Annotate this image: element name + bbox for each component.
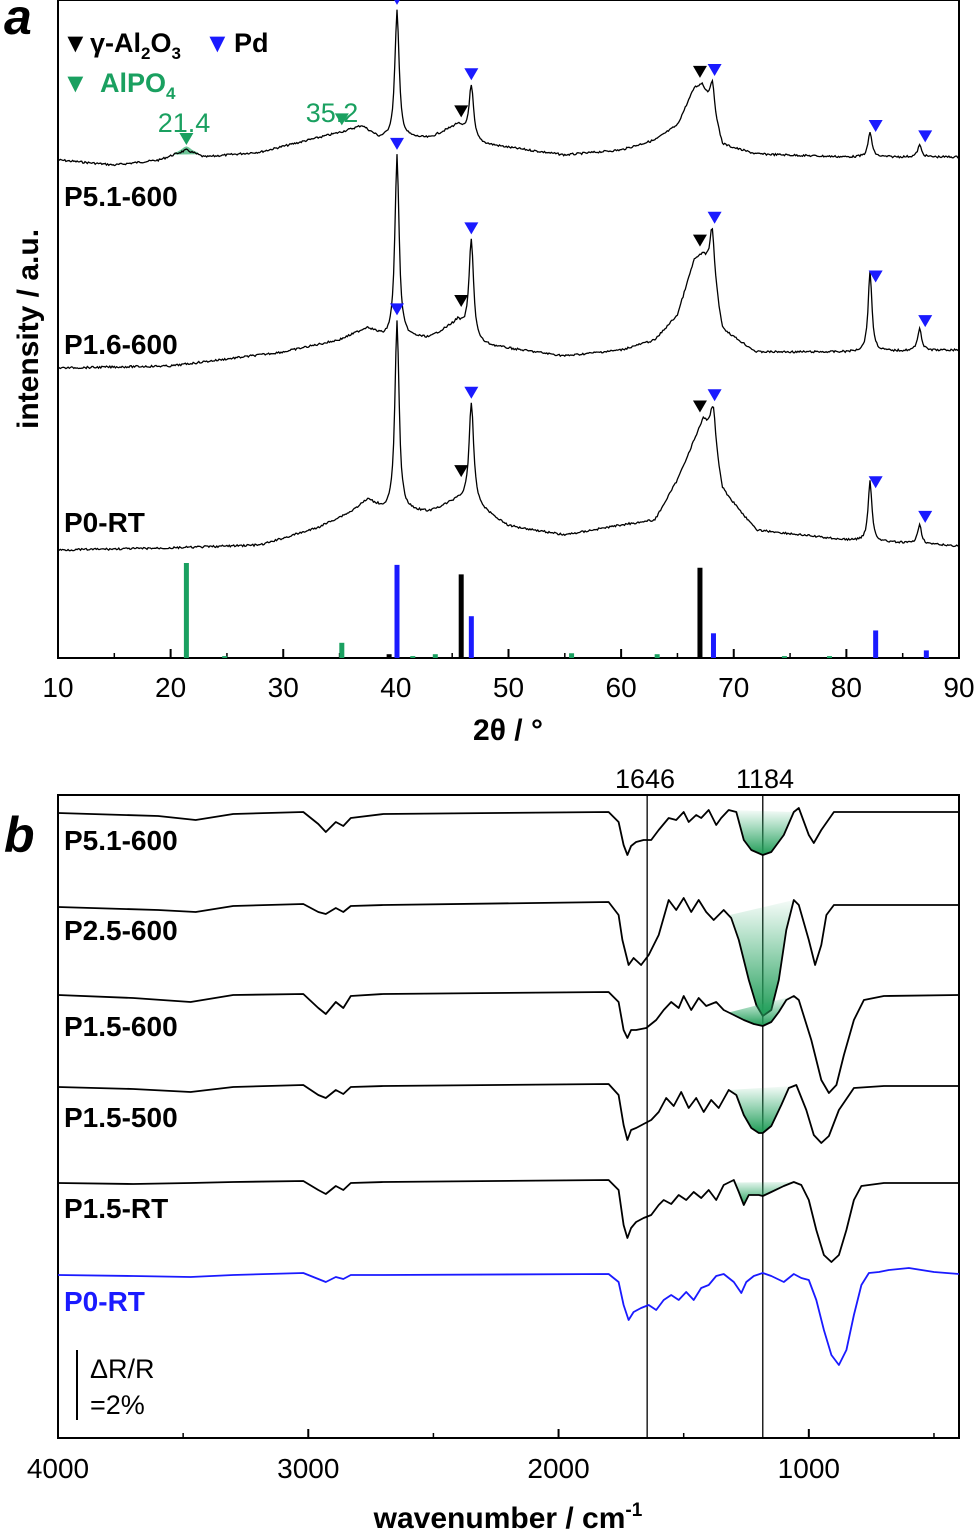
ir-spectrum-0: [57, 807, 959, 856]
series-label-b-1: P2.5-600: [64, 915, 178, 946]
series-label-b-3: P1.5-500: [64, 1102, 178, 1133]
ir-band-highlight-2: [728, 996, 794, 1026]
b-tick-label-1000: 1000: [778, 1453, 840, 1484]
ir-band-highlight-0: [728, 810, 794, 855]
peak-marker-Pd: [707, 211, 722, 224]
series-label-b-0: P5.1-600: [64, 825, 178, 856]
peak-marker-Pd: [868, 119, 883, 132]
series-label-a-2: P0-RT: [64, 507, 145, 538]
peak-marker-Pd: [918, 130, 933, 143]
a-tick-label-50: 50: [493, 672, 524, 703]
series-label-b-4: P1.5-RT: [64, 1193, 168, 1224]
a-tick-label-90: 90: [943, 672, 974, 703]
ir-spectrum-4: [57, 1179, 959, 1263]
peak-marker-gamma: [454, 465, 469, 478]
xrd-pattern-0: [57, 9, 960, 167]
panel-b-label: b: [4, 807, 35, 863]
panel-b-frame: [57, 794, 960, 1439]
panel-b-plot: [57, 795, 960, 1438]
ir-spectrum-5: [57, 1267, 960, 1366]
peak-marker-gamma: [692, 234, 707, 247]
legend-marker-alpo4: ▼: [62, 68, 89, 98]
peak-marker-Pd: [707, 389, 722, 402]
peak-marker-Pd: [464, 68, 479, 81]
panel-a-label: a: [4, 0, 32, 45]
panel-a-plot: [57, 0, 960, 658]
peak-marker-AlPO4: [334, 113, 349, 126]
peak-marker-gamma: [454, 105, 469, 118]
panel-a-legend: ▼ γ-Al2O3 ▼ Pd ▼ AlPO4: [62, 28, 269, 103]
legend-label-gamma: γ-Al2O3: [90, 28, 181, 63]
panel-a-frame: [57, 0, 960, 659]
peak-marker-gamma: [692, 400, 707, 413]
peak-marker-Pd: [464, 386, 479, 399]
peak-marker-gamma: [454, 295, 469, 308]
scale-bar-label-1: ΔR/R: [90, 1354, 155, 1384]
series-label-b-2: P1.5-600: [64, 1011, 178, 1042]
panel-a-y-axis-title: intensity / a.u.: [12, 229, 45, 429]
scale-bar-label-2: =2%: [90, 1390, 145, 1420]
legend-label-pd: Pd: [234, 28, 269, 58]
peak-marker-Pd: [390, 137, 405, 150]
a-tick-label-40: 40: [380, 672, 411, 703]
peak-marker-AlPO4: [179, 132, 194, 145]
peak-marker-Pd: [918, 315, 933, 328]
legend-marker-pd: ▼: [204, 28, 231, 58]
ir-band-highlight-4: [728, 1180, 794, 1205]
b-tick-label-4000: 4000: [27, 1453, 89, 1484]
series-label-b-5: P0-RT: [64, 1286, 145, 1317]
b-tick-label-3000: 3000: [277, 1453, 339, 1484]
xrd-pattern-2: [57, 320, 960, 552]
peak-marker-gamma: [692, 65, 707, 78]
vline-label-1184: 1184: [736, 764, 794, 794]
series-label-a-1: P1.6-600: [64, 329, 178, 360]
panel-a-x-axis-title: 2θ / °: [473, 714, 543, 747]
peak-marker-Pd: [868, 270, 883, 283]
peak-marker-Pd: [390, 303, 405, 316]
peak-marker-Pd: [394, 0, 400, 5]
peak-marker-Pd: [707, 63, 722, 76]
a-tick-label-20: 20: [155, 672, 186, 703]
peak-marker-Pd: [464, 222, 479, 235]
peak-marker-Pd: [918, 510, 933, 523]
xrd-pattern-1: [57, 154, 960, 370]
a-tick-label-80: 80: [831, 672, 862, 703]
panel-b-x-axis-title: wavenumber / cm-1: [373, 1500, 643, 1535]
ir-spectrum-2: [57, 991, 960, 1094]
vline-label-1646: 1646: [615, 764, 675, 794]
a-tick-label-30: 30: [268, 672, 299, 703]
b-tick-label-2000: 2000: [527, 1453, 589, 1484]
panel-b-x-ticks: 4000 3000 2000 1000: [27, 1429, 935, 1484]
ir-band-highlight-3: [728, 1086, 794, 1133]
legend-label-alpo4: AlPO4: [100, 68, 176, 103]
ir-spectrum-3: [57, 1083, 959, 1144]
peak-marker-Pd: [868, 476, 883, 489]
a-tick-label-10: 10: [42, 672, 73, 703]
panel-a-x-ticks: 10 20 30 40 50 60 70 80 90: [42, 649, 975, 703]
annotation-35-2: 35.2: [306, 98, 359, 128]
series-label-a-0: P5.1-600: [64, 181, 178, 212]
a-tick-label-60: 60: [606, 672, 637, 703]
legend-marker-gamma: ▼: [62, 28, 89, 58]
ir-band-highlight-1: [728, 900, 794, 1016]
a-tick-label-70: 70: [718, 672, 749, 703]
ir-spectrum-1: [57, 897, 959, 1017]
